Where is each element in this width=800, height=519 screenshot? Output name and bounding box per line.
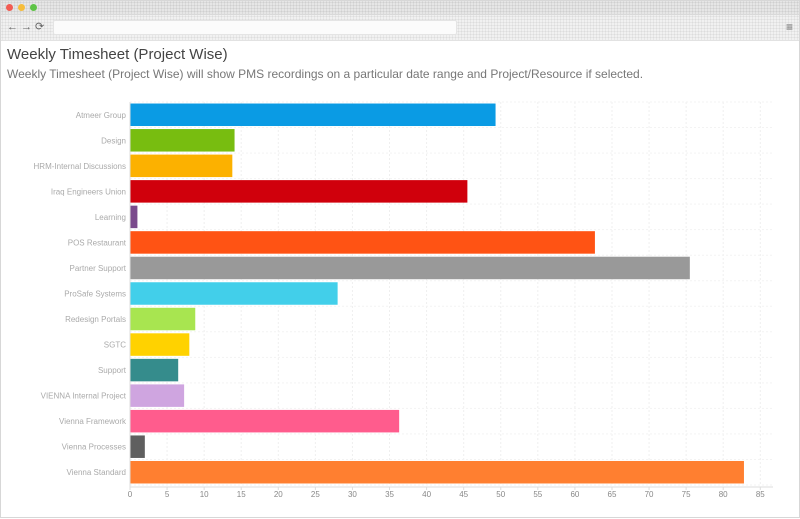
y-axis-category-label: Partner Support bbox=[70, 264, 127, 273]
y-axis-category-label: VIENNA Internal Project bbox=[41, 392, 127, 401]
y-axis-category-label: SGTC bbox=[104, 341, 126, 350]
forward-arrow-icon[interactable]: → bbox=[21, 21, 32, 33]
maximize-window-button[interactable] bbox=[30, 4, 37, 11]
bar-learning[interactable] bbox=[130, 205, 138, 229]
bar-pos-restaurant[interactable] bbox=[130, 231, 595, 254]
y-axis-category-label: Vienna Standard bbox=[67, 468, 126, 477]
x-axis-tick-label: 45 bbox=[459, 490, 468, 499]
y-axis-category-label: Support bbox=[98, 366, 127, 375]
bar-vienna-framework[interactable] bbox=[130, 409, 400, 433]
x-axis-tick-label: 85 bbox=[756, 490, 765, 499]
browser-toolbar: ← → ⟳ ≡ bbox=[1, 15, 799, 41]
bar-support[interactable] bbox=[130, 358, 179, 382]
y-axis-category-label: Learning bbox=[95, 213, 126, 222]
minimize-window-button[interactable] bbox=[18, 4, 25, 11]
x-axis-tick-label: 70 bbox=[645, 490, 654, 499]
bar-vienna-processes[interactable] bbox=[130, 435, 145, 458]
x-axis-tick-label: 15 bbox=[237, 490, 246, 499]
bar-design[interactable] bbox=[130, 129, 235, 152]
x-axis-tick-label: 55 bbox=[533, 490, 542, 499]
hamburger-menu-icon[interactable]: ≡ bbox=[785, 20, 793, 34]
bar-atmeer-group[interactable] bbox=[130, 103, 496, 127]
bar-iraq-engineers-union[interactable] bbox=[130, 180, 468, 203]
close-window-button[interactable] bbox=[6, 4, 13, 11]
x-axis-tick-label: 0 bbox=[128, 490, 133, 499]
x-axis-tick-label: 20 bbox=[274, 490, 283, 499]
y-axis-category-label: ProSafe Systems bbox=[64, 290, 126, 299]
x-axis-tick-label: 65 bbox=[608, 490, 617, 499]
x-axis-tick-label: 35 bbox=[385, 490, 394, 499]
reload-icon[interactable]: ⟳ bbox=[35, 21, 45, 33]
y-axis-category-label: Atmeer Group bbox=[76, 111, 127, 120]
bar-partner-support[interactable] bbox=[130, 256, 690, 280]
y-axis-category-label: Design bbox=[101, 136, 126, 145]
x-axis-tick-label: 80 bbox=[719, 490, 728, 499]
window-titlebar bbox=[1, 1, 799, 15]
bar-sgtc[interactable] bbox=[130, 333, 190, 356]
page-title: Weekly Timesheet (Project Wise) bbox=[7, 46, 228, 63]
bar-vienna-internal-project[interactable] bbox=[130, 384, 185, 407]
y-axis-category-label: Vienna Framework bbox=[59, 417, 127, 426]
x-axis-tick-label: 30 bbox=[348, 490, 357, 499]
x-axis-tick-label: 5 bbox=[165, 490, 170, 499]
back-arrow-icon[interactable]: ← bbox=[7, 21, 18, 33]
bar-redesign-portals[interactable] bbox=[130, 307, 196, 331]
y-axis-category-label: Vienna Processes bbox=[62, 443, 126, 452]
x-axis-tick-label: 10 bbox=[200, 490, 209, 499]
y-axis-category-label: POS Restaurant bbox=[68, 238, 127, 247]
y-axis-category-label: HRM-Internal Discussions bbox=[34, 162, 126, 171]
y-axis-category-label: Redesign Portals bbox=[65, 315, 126, 324]
y-axis-category-label: Iraq Engineers Union bbox=[51, 187, 126, 196]
x-axis-tick-label: 40 bbox=[422, 490, 431, 499]
x-axis-tick-label: 75 bbox=[682, 490, 691, 499]
address-bar[interactable] bbox=[53, 20, 457, 35]
bar-prosafe-systems[interactable] bbox=[130, 282, 338, 305]
page-subtitle: Weekly Timesheet (Project Wise) will sho… bbox=[7, 67, 644, 81]
x-axis-tick-label: 60 bbox=[570, 490, 579, 499]
bar-hrm-internal-discussions[interactable] bbox=[130, 154, 233, 178]
x-axis-tick-label: 50 bbox=[496, 490, 505, 499]
bar-vienna-standard[interactable] bbox=[130, 460, 744, 484]
x-axis-tick-label: 25 bbox=[311, 490, 320, 499]
